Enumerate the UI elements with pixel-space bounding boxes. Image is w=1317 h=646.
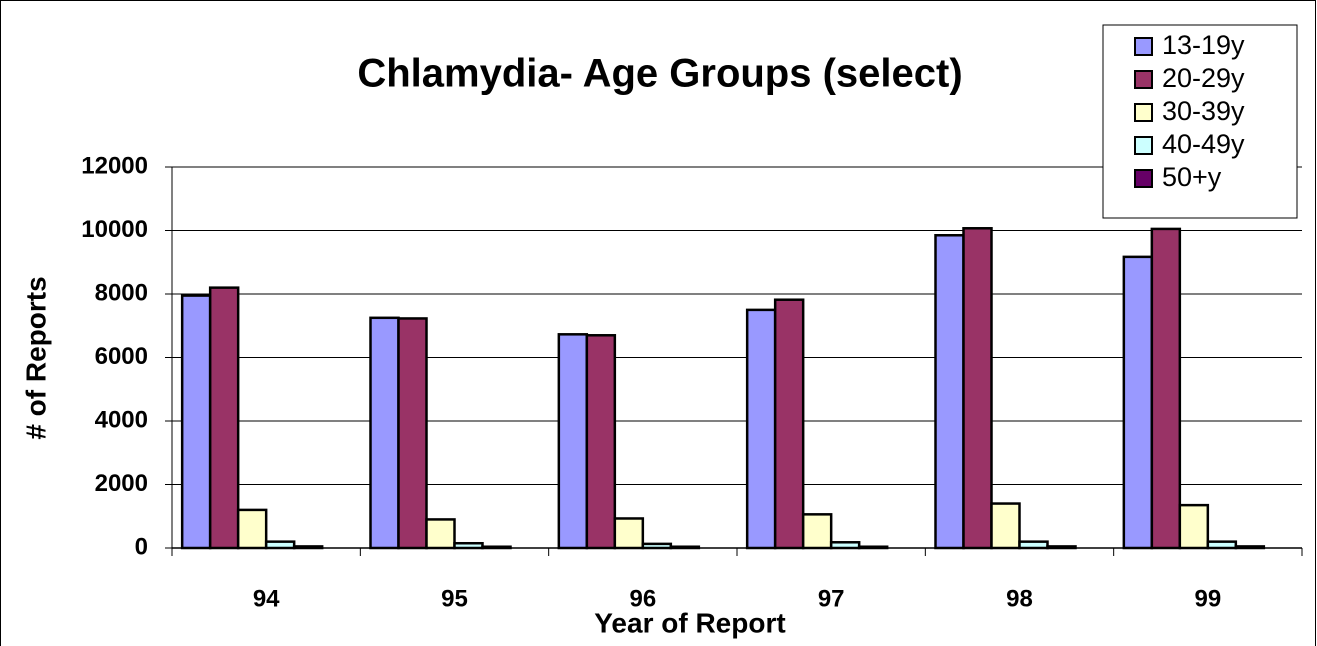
y-tick-label: 4000	[95, 406, 148, 433]
x-tick-label: 97	[818, 585, 845, 612]
y-tick-label: 0	[135, 533, 148, 560]
legend-label: 40-49y	[1162, 129, 1245, 159]
y-axis-label: # of Reports	[20, 276, 51, 439]
bar	[829, 541, 861, 550]
bar	[425, 518, 456, 550]
x-tick-label: 99	[1194, 585, 1221, 612]
x-tick-label: 95	[441, 585, 468, 612]
x-tick-label: 96	[629, 585, 656, 612]
legend-swatch	[1134, 136, 1153, 155]
bar	[801, 513, 833, 550]
y-tick-label: 12000	[81, 152, 148, 179]
chart-title: Chlamydia- Age Groups (select)	[357, 52, 962, 96]
bar	[990, 502, 1021, 550]
legend-swatch	[1134, 103, 1153, 122]
bar	[773, 298, 805, 550]
x-tick-label: 98	[1006, 585, 1033, 612]
bar	[585, 334, 617, 550]
y-tick-label: 10000	[81, 216, 148, 243]
bar	[745, 308, 777, 550]
legend-label: 50+y	[1162, 162, 1222, 192]
x-axis-label: Year of Report	[594, 607, 785, 638]
bar	[208, 286, 240, 550]
bar	[369, 316, 400, 550]
bar	[1150, 227, 1182, 550]
legend-label: 20-29y	[1162, 63, 1245, 93]
bar	[1206, 540, 1238, 550]
bar	[1178, 503, 1210, 550]
bar	[1018, 540, 1049, 550]
y-tick-label: 8000	[95, 279, 148, 306]
bar	[1122, 255, 1154, 550]
bar	[236, 508, 268, 550]
legend-label: 13-19y	[1162, 30, 1245, 60]
legend-swatch	[1134, 70, 1153, 89]
y-tick-label: 2000	[95, 470, 148, 497]
legend-swatch	[1134, 37, 1153, 56]
bar	[180, 294, 212, 550]
y-tick-label: 6000	[95, 343, 148, 370]
bar	[557, 333, 589, 550]
bar	[934, 234, 965, 550]
bar	[264, 540, 296, 550]
x-tick-label: 94	[253, 585, 280, 612]
legend-label: 30-39y	[1162, 96, 1245, 126]
bar	[613, 517, 645, 550]
legend-swatch	[1134, 169, 1153, 188]
bar	[962, 227, 993, 550]
bar	[397, 317, 428, 550]
